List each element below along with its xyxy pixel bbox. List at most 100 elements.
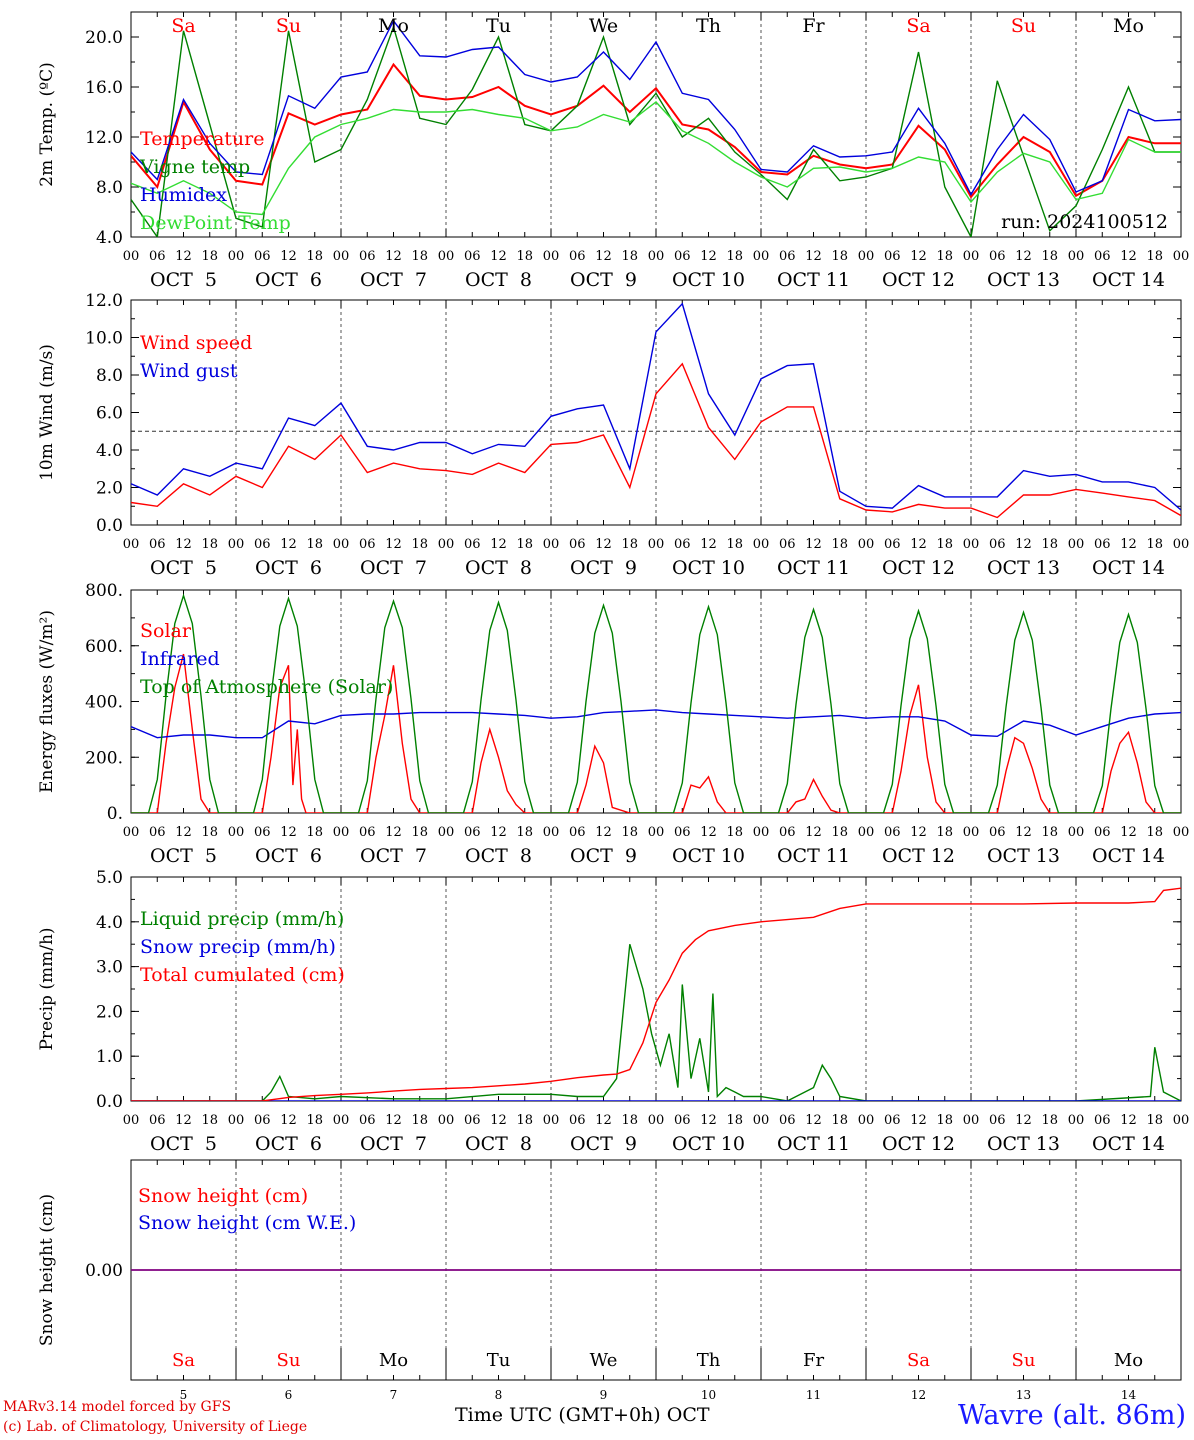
weekday-label-top: Su — [276, 15, 301, 37]
day-number-label: 14 — [1121, 1388, 1137, 1402]
hour-tick-label: 12 — [700, 1113, 717, 1128]
hour-tick-label: 06 — [359, 825, 376, 840]
hour-tick-label: 12 — [910, 537, 927, 552]
hour-tick-label: 12 — [1120, 537, 1137, 552]
y-axis-label: Snow height (cm) — [37, 1194, 57, 1346]
day-date-label: OCT 12 — [882, 557, 955, 579]
hour-tick-label: 06 — [779, 537, 796, 552]
xaxis-title-text: Time UTC (GMT+0h) — [455, 1404, 661, 1426]
weekday-label-top: Mo — [378, 15, 409, 37]
day-number-label: 6 — [285, 1388, 293, 1402]
hour-tick-label: 06 — [254, 249, 271, 264]
hour-tick-label: 12 — [1120, 249, 1137, 264]
hour-tick-label: 00 — [1173, 249, 1190, 264]
day-date-label: OCT 10 — [672, 1133, 745, 1155]
hour-tick-label: 00 — [753, 825, 770, 840]
day-date-label: OCT 11 — [777, 845, 850, 867]
hour-tick-label: 06 — [149, 1113, 166, 1128]
hour-tick-label: 18 — [726, 537, 743, 552]
day-date-label: OCT 12 — [882, 845, 955, 867]
y-tick-label: 12.0 — [85, 291, 123, 311]
y-tick-label: 4.0 — [96, 441, 123, 461]
hour-tick-label: 12 — [700, 249, 717, 264]
hour-tick-label: 06 — [989, 249, 1006, 264]
hour-tick-label: 18 — [621, 1113, 638, 1128]
legend-entry: Snow height (cm W.E.) — [138, 1212, 356, 1234]
hour-tick-label: 06 — [674, 1113, 691, 1128]
hour-tick-label: 12 — [805, 537, 822, 552]
day-date-label: OCT 14 — [1092, 845, 1165, 867]
hour-tick-label: 12 — [280, 1113, 297, 1128]
y-tick-label: 3.0 — [96, 958, 123, 978]
hour-tick-label: 18 — [306, 1113, 323, 1128]
xaxis-title: Time UTC (GMT+0h) OCT — [455, 1404, 710, 1426]
copyright-credit: (c) Lab. of Climatology, University of L… — [3, 1419, 308, 1435]
y-tick-label: 12.0 — [85, 128, 123, 148]
hour-tick-label: 00 — [648, 249, 665, 264]
day-number-label: 11 — [806, 1388, 821, 1402]
day-number-label: 12 — [911, 1388, 926, 1402]
hour-tick-label: 12 — [1015, 1113, 1032, 1128]
day-date-label: OCT 10 — [672, 557, 745, 579]
day-date-label: OCT 7 — [360, 557, 427, 579]
hour-tick-label: 00 — [963, 1113, 980, 1128]
hour-tick-label: 00 — [858, 537, 875, 552]
hour-tick-label: 00 — [543, 249, 560, 264]
hour-tick-label: 12 — [385, 1113, 402, 1128]
weekday-label-top: Sa — [171, 15, 195, 37]
hour-tick-label: 06 — [884, 1113, 901, 1128]
y-tick-label: 2.0 — [96, 1002, 123, 1022]
day-date-label: OCT 12 — [882, 1133, 955, 1155]
hour-tick-label: 06 — [359, 1113, 376, 1128]
day-date-label: OCT 5 — [150, 845, 217, 867]
hour-tick-label: 12 — [175, 249, 192, 264]
day-date-label: OCT 9 — [570, 269, 637, 291]
hour-tick-label: 06 — [989, 537, 1006, 552]
day-date-label: OCT 6 — [255, 845, 322, 867]
hour-tick-label: 06 — [884, 825, 901, 840]
panel-temp: 4.0 8.0 12.0 16.0 20.0 2m Temp. (ºC) Temperatu… — [37, 11, 1190, 291]
hour-tick-label: 06 — [884, 537, 901, 552]
weekday-label-bottom: Th — [697, 1350, 721, 1371]
hour-tick-label: 06 — [569, 1113, 586, 1128]
day-date-label: OCT 14 — [1092, 557, 1165, 579]
day-date-label: OCT 8 — [465, 845, 532, 867]
hour-tick-label: 00 — [753, 1113, 770, 1128]
weekday-label-top: Tu — [486, 15, 511, 37]
hour-tick-label: 00 — [543, 825, 560, 840]
hour-tick-label: 00 — [648, 537, 665, 552]
day-number-label: 7 — [390, 1388, 398, 1402]
day-date-label: OCT 10 — [672, 845, 745, 867]
hour-tick-label: 00 — [648, 825, 665, 840]
y-tick-label: 10.0 — [85, 329, 123, 349]
hour-tick-label: 12 — [595, 825, 612, 840]
day-number-label: 10 — [701, 1388, 716, 1402]
day-date-label: OCT 7 — [360, 269, 427, 291]
day-date-label: OCT 11 — [777, 1133, 850, 1155]
day-date-label: OCT 13 — [987, 845, 1060, 867]
weekday-label-bottom: Su — [1012, 1350, 1036, 1371]
weekday-label-bottom: Tu — [487, 1350, 511, 1371]
hour-tick-label: 06 — [779, 249, 796, 264]
series-line-wind-gust — [131, 302, 1181, 511]
weekday-label-bottom: Mo — [1114, 1350, 1143, 1371]
hour-tick-label: 18 — [1146, 249, 1163, 264]
weekday-label-bottom: Fr — [803, 1350, 824, 1371]
series-line-liquid-precip-mm-h- — [131, 944, 1181, 1101]
day-date-label: OCT 13 — [987, 269, 1060, 291]
hour-tick-label: 12 — [805, 825, 822, 840]
hour-tick-label: 12 — [805, 249, 822, 264]
hour-tick-label: 12 — [490, 537, 507, 552]
day-date-label: OCT 11 — [777, 269, 850, 291]
y-tick-label: 0.00 — [85, 1261, 123, 1281]
weekday-label-top: Sa — [906, 15, 930, 37]
hour-tick-label: 18 — [1041, 537, 1058, 552]
y-tick-label: 8.0 — [96, 178, 123, 198]
station-name: Wavre (alt. 86m) — [958, 1400, 1186, 1431]
y-tick-label: 16.0 — [85, 78, 123, 98]
hour-tick-label: 00 — [333, 537, 350, 552]
hour-tick-label: 00 — [753, 537, 770, 552]
day-date-label: OCT 10 — [672, 269, 745, 291]
y-axis-label: Energy fluxes (W/m²) — [37, 610, 57, 793]
legend-entry: Infrared — [140, 648, 220, 670]
